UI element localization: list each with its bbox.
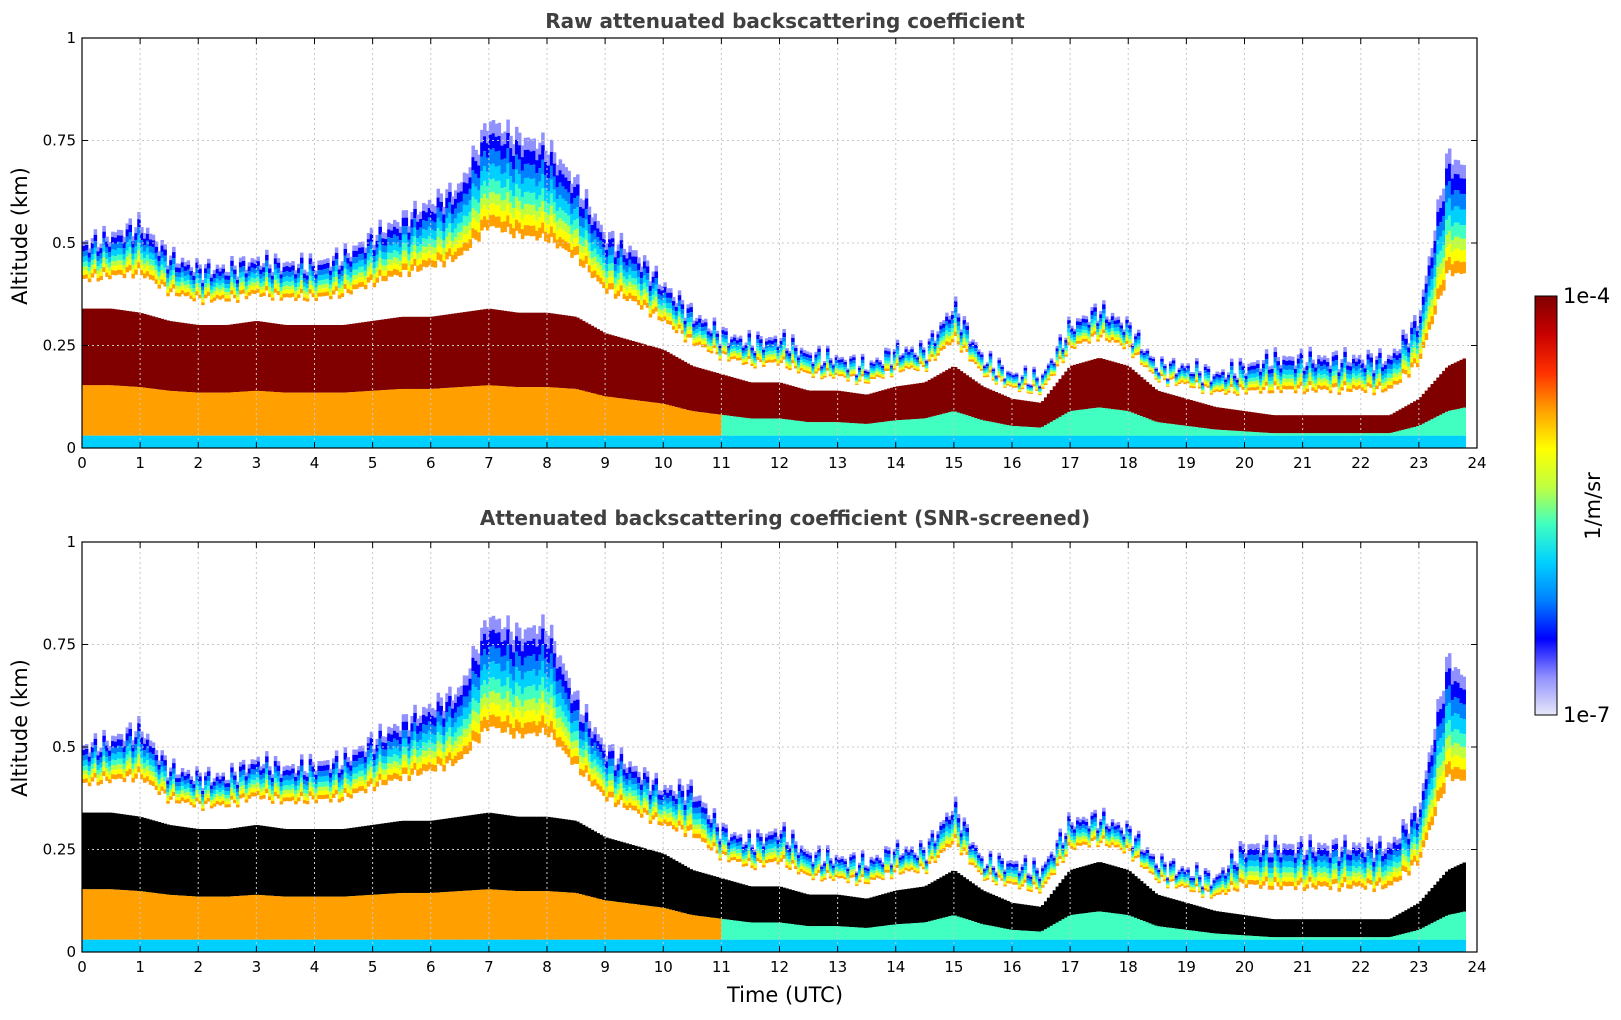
colorbar-scale — [1534, 295, 1558, 716]
x-tick-label: 14 — [886, 958, 905, 976]
x-tick-label: 17 — [1061, 958, 1080, 976]
x-tick-label: 4 — [310, 454, 320, 472]
x-tick-label: 23 — [1409, 454, 1428, 472]
y-tick-label: 0.5 — [52, 738, 76, 756]
y-tick-label: 0 — [66, 943, 76, 961]
x-tick-label: 19 — [1177, 454, 1196, 472]
x-tick-label: 6 — [426, 454, 436, 472]
x-tick-label: 0 — [77, 454, 87, 472]
x-tick-label: 4 — [310, 958, 320, 976]
x-tick-label: 12 — [770, 454, 789, 472]
x-tick-label: 1 — [135, 958, 145, 976]
x-tick-label: 11 — [712, 454, 731, 472]
x-tick-label: 6 — [426, 958, 436, 976]
x-tick-label: 10 — [654, 958, 673, 976]
x-tick-label: 7 — [484, 454, 494, 472]
x-tick-label: 24 — [1467, 958, 1486, 976]
x-tick-label: 19 — [1177, 958, 1196, 976]
heatmap-plot-area: 0 1 2 3 4 5 6 7 8 9 10 11 12 13 14 15 16 17 18 19 20 21 22 23 24… — [43, 533, 1487, 976]
y-tick-label: 0.5 — [52, 234, 76, 252]
x-tick-label: 11 — [712, 958, 731, 976]
x-tick-label: 21 — [1293, 454, 1312, 472]
x-tick-label: 21 — [1293, 958, 1312, 976]
y-tick-label: 0 — [66, 439, 76, 457]
x-tick-label: 8 — [542, 454, 552, 472]
x-tick-label: 7 — [484, 958, 494, 976]
grid-lines — [82, 38, 1477, 448]
y-axis-label: Altitude (km) — [8, 167, 32, 305]
x-tick-label: 3 — [252, 958, 262, 976]
x-tick-label: 3 — [252, 454, 262, 472]
x-tick-label: 20 — [1235, 958, 1254, 976]
grid-lines — [82, 542, 1477, 952]
x-tick-label: 15 — [944, 454, 963, 472]
x-tick-label: 13 — [828, 958, 847, 976]
y-tick-label: 0.25 — [43, 841, 76, 859]
x-tick-label: 0 — [77, 958, 87, 976]
x-tick-label: 23 — [1409, 958, 1428, 976]
x-tick-label: 18 — [1119, 454, 1138, 472]
colorbar-max-label: 1e-4 — [1563, 284, 1610, 308]
y-tick-label: 1 — [66, 29, 76, 47]
heatmap-plot-area: 0 1 2 3 4 5 6 7 8 9 10 11 12 13 14 15 16 17 18 19 20 21 22 23 24… — [43, 29, 1487, 472]
x-tick-label: 22 — [1351, 958, 1370, 976]
x-tick-label: 5 — [368, 454, 378, 472]
panel-title: Raw attenuated backscattering coefficien… — [545, 9, 1025, 33]
raw-backscatter-panel: Raw attenuated backscattering coefficien… — [8, 9, 1487, 472]
y-tick-label: 1 — [66, 533, 76, 551]
heatmap-cells — [82, 614, 1466, 952]
y-tick-label: 0.75 — [43, 636, 76, 654]
colorbar-unit-label: 1/m/sr — [1581, 472, 1605, 540]
snr-screened-backscatter-panel: Attenuated backscattering coefficient (S… — [8, 506, 1487, 1007]
x-tick-label: 9 — [600, 958, 610, 976]
x-tick-label: 18 — [1119, 958, 1138, 976]
x-tick-label: 24 — [1467, 454, 1486, 472]
x-tick-label: 15 — [944, 958, 963, 976]
y-tick-label: 0.25 — [43, 337, 76, 355]
x-tick-label: 17 — [1061, 454, 1080, 472]
y-axis-label: Altitude (km) — [8, 659, 32, 797]
x-tick-label: 2 — [193, 958, 203, 976]
x-tick-label: 5 — [368, 958, 378, 976]
x-tick-label: 16 — [1002, 958, 1021, 976]
x-tick-label: 2 — [193, 454, 203, 472]
x-tick-label: 14 — [886, 454, 905, 472]
x-tick-label: 16 — [1002, 454, 1021, 472]
y-tick-label: 0.75 — [43, 132, 76, 150]
x-tick-label: 22 — [1351, 454, 1370, 472]
x-tick-label: 1 — [135, 454, 145, 472]
x-tick-label: 10 — [654, 454, 673, 472]
colorbar-min-label: 1e-7 — [1563, 703, 1610, 727]
x-tick-label: 9 — [600, 454, 610, 472]
x-tick-label: 12 — [770, 958, 789, 976]
heatmap-cells — [82, 119, 1466, 448]
panel-title: Attenuated backscattering coefficient (S… — [480, 506, 1090, 530]
colorbar: 1e-4 1e-7 1/m/sr — [1534, 284, 1610, 727]
x-tick-label: 13 — [828, 454, 847, 472]
x-tick-label: 8 — [542, 958, 552, 976]
x-axis-label: Time (UTC) — [726, 983, 843, 1007]
x-tick-label: 20 — [1235, 454, 1254, 472]
